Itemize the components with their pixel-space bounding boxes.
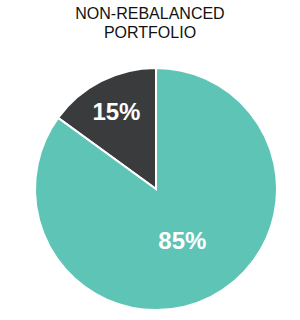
svg-text:15%: 15% — [92, 98, 140, 125]
html-text:NON-REBALANCED PORTFOLIO: NON-REBALANCED PORTFOLIO — [75, 5, 225, 41]
svg-text:85%: 85% — [158, 227, 206, 254]
